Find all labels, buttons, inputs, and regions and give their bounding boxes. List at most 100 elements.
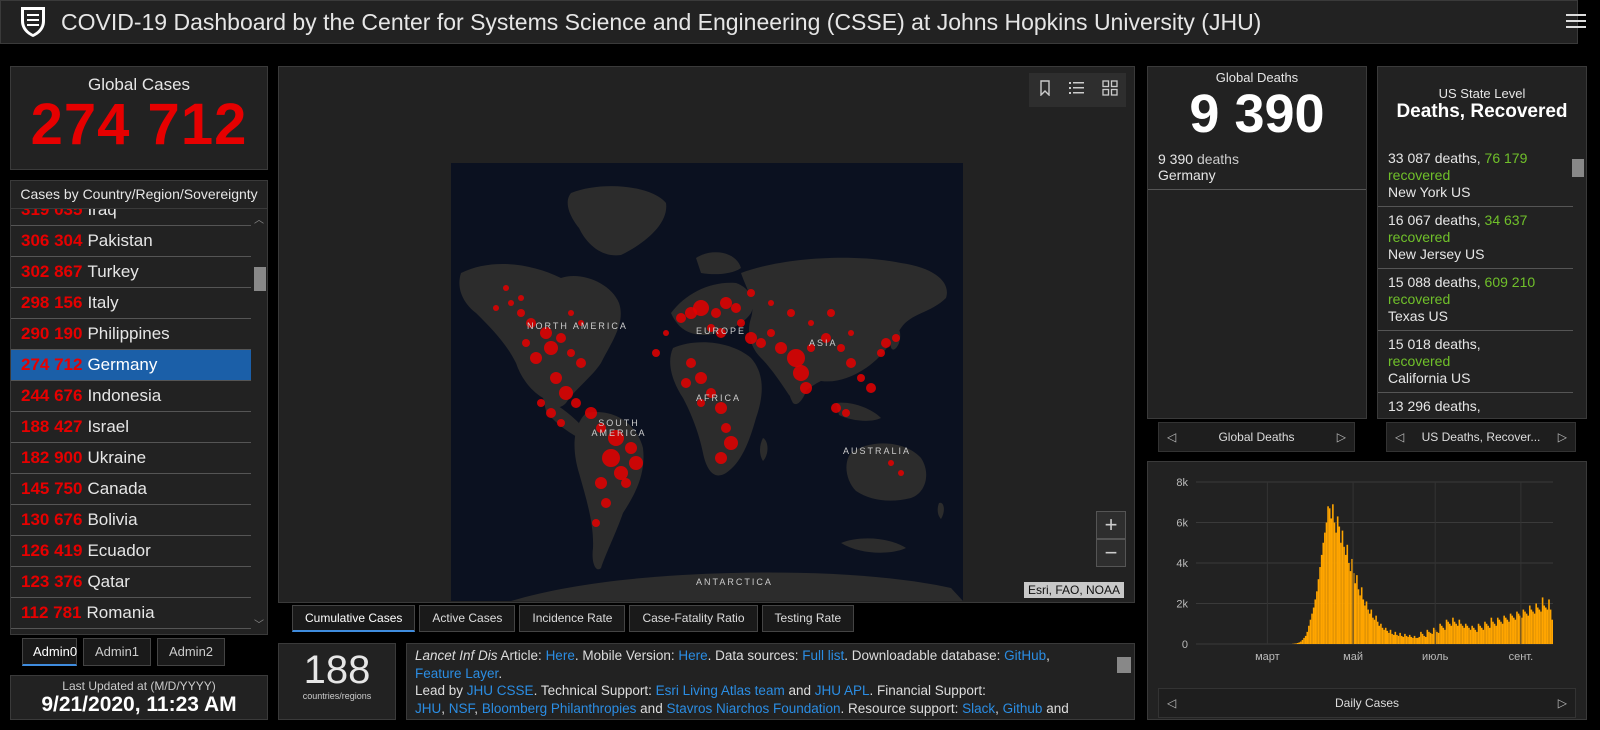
- case-marker[interactable]: [787, 309, 795, 317]
- jhu-csse-link[interactable]: JHU CSSE: [466, 683, 534, 698]
- case-marker[interactable]: [866, 383, 876, 393]
- case-marker[interactable]: [557, 419, 565, 427]
- country-row[interactable]: 145 750 Canada: [11, 474, 251, 505]
- case-marker[interactable]: [715, 452, 727, 464]
- case-marker[interactable]: [686, 358, 696, 368]
- jhu-link[interactable]: JHU: [415, 700, 442, 716]
- scrollbar-thumb[interactable]: [1117, 657, 1131, 673]
- case-marker[interactable]: [877, 349, 885, 357]
- bloomberg-link[interactable]: Bloomberg Philanthropies: [481, 700, 637, 716]
- case-marker[interactable]: [831, 403, 841, 413]
- basemap-gallery-icon[interactable]: [1101, 79, 1118, 101]
- case-marker[interactable]: [556, 333, 566, 343]
- us-state-list[interactable]: 33 087 deaths, 76 179 recovered New York U…: [1378, 145, 1573, 418]
- case-marker[interactable]: [745, 332, 757, 344]
- case-marker[interactable]: [681, 378, 691, 388]
- case-marker[interactable]: [493, 305, 499, 311]
- prev-arrow-icon[interactable]: ◁: [1395, 430, 1405, 444]
- prev-arrow-icon[interactable]: ◁: [1167, 696, 1177, 710]
- case-marker[interactable]: [559, 386, 573, 400]
- case-marker[interactable]: [716, 328, 726, 338]
- case-marker[interactable]: [568, 310, 574, 316]
- tab-testing-rate[interactable]: Testing Rate: [761, 605, 855, 632]
- case-marker[interactable]: [768, 300, 774, 306]
- us-state-row[interactable]: 16 067 deaths, 34 637 recovered New Jersey…: [1378, 207, 1573, 269]
- tab-admin2[interactable]: Admin2: [157, 638, 225, 666]
- case-marker[interactable]: [625, 442, 637, 454]
- tab-incidence-rate[interactable]: Incidence Rate: [519, 605, 626, 632]
- case-marker[interactable]: [652, 349, 660, 357]
- case-marker[interactable]: [775, 342, 787, 354]
- case-marker[interactable]: [707, 324, 715, 332]
- esri-living-atlas-link[interactable]: Esri Living Atlas team: [655, 683, 785, 698]
- info-scrollbar[interactable]: [1117, 647, 1131, 717]
- case-marker[interactable]: [898, 470, 904, 476]
- case-marker[interactable]: [614, 466, 628, 480]
- case-marker[interactable]: [608, 430, 624, 446]
- case-marker[interactable]: [629, 456, 643, 470]
- case-marker[interactable]: [747, 289, 755, 297]
- case-marker[interactable]: [846, 358, 856, 368]
- case-marker[interactable]: [546, 408, 556, 418]
- country-row[interactable]: 182 900 Ukraine: [11, 443, 251, 474]
- case-marker[interactable]: [857, 374, 865, 382]
- case-marker[interactable]: [596, 423, 606, 433]
- prev-arrow-icon[interactable]: ◁: [1167, 430, 1177, 444]
- legend-list-icon[interactable]: [1068, 81, 1085, 100]
- country-list[interactable]: 319 035 Iraq 306 304 Pakistan 302 867 Turkey 2…: [11, 195, 251, 629]
- case-marker[interactable]: [793, 365, 809, 381]
- next-arrow-icon[interactable]: ▷: [1557, 430, 1567, 444]
- case-marker[interactable]: [550, 372, 562, 384]
- country-row[interactable]: 290 190 Philippines: [11, 319, 251, 350]
- github-link[interactable]: GitHub: [1004, 648, 1047, 663]
- hamburger-menu-icon[interactable]: [1566, 11, 1586, 29]
- case-marker[interactable]: [526, 318, 536, 328]
- case-marker[interactable]: [544, 341, 558, 355]
- scroll-up-icon[interactable]: ︿: [254, 215, 264, 226]
- case-marker[interactable]: [567, 349, 575, 357]
- case-marker[interactable]: [724, 436, 738, 450]
- country-list-scrollbar[interactable]: ︿ ﹀: [253, 211, 266, 631]
- case-marker[interactable]: [721, 423, 731, 433]
- jhu-apl-link[interactable]: JHU APL: [814, 683, 870, 698]
- case-marker[interactable]: [800, 382, 812, 394]
- case-marker[interactable]: [737, 319, 745, 327]
- case-marker[interactable]: [827, 309, 835, 317]
- case-marker[interactable]: [517, 309, 525, 317]
- case-marker[interactable]: [888, 460, 894, 466]
- country-row[interactable]: 274 712 Germany: [11, 350, 251, 381]
- case-marker[interactable]: [518, 295, 524, 301]
- scrollbar-thumb[interactable]: [254, 267, 266, 291]
- slack-link[interactable]: Slack: [962, 700, 996, 716]
- us-state-scrollbar[interactable]: [1572, 147, 1584, 407]
- country-row[interactable]: 188 427 Israel: [11, 412, 251, 443]
- case-marker[interactable]: [842, 409, 850, 417]
- bookmark-icon[interactable]: [1038, 79, 1052, 101]
- case-marker[interactable]: [503, 285, 509, 291]
- us-state-row[interactable]: 15 018 deaths, recovered California US: [1378, 331, 1573, 393]
- case-marker[interactable]: [731, 303, 741, 313]
- us-state-row[interactable]: 33 087 deaths, 76 179 recovered New York U…: [1378, 145, 1573, 207]
- case-marker[interactable]: [601, 498, 611, 508]
- world-map-svg[interactable]: [451, 163, 963, 601]
- country-row[interactable]: 126 419 Ecuador: [11, 536, 251, 567]
- case-marker[interactable]: [695, 372, 707, 384]
- tab-active-cases[interactable]: Active Cases: [419, 605, 516, 632]
- us-state-row[interactable]: 13 296 deaths, recoveredFlorida US: [1378, 393, 1573, 418]
- case-marker[interactable]: [530, 352, 542, 364]
- case-marker[interactable]: [715, 402, 727, 414]
- feature-layer-link[interactable]: Feature Layer: [415, 665, 499, 681]
- case-marker[interactable]: [537, 399, 545, 407]
- country-row[interactable]: 130 676 Bolivia: [11, 505, 251, 536]
- github-support-link[interactable]: Github: [1002, 700, 1043, 716]
- nsf-link[interactable]: NSF: [448, 700, 475, 716]
- full-list-link[interactable]: Full list: [802, 648, 845, 663]
- country-row[interactable]: 244 676 Indonesia: [11, 381, 251, 412]
- case-marker[interactable]: [585, 407, 597, 419]
- case-marker[interactable]: [595, 477, 607, 489]
- case-marker[interactable]: [576, 358, 586, 368]
- case-marker[interactable]: [848, 330, 854, 336]
- case-marker[interactable]: [602, 449, 620, 467]
- case-marker[interactable]: [578, 320, 584, 326]
- zoom-in-button[interactable]: +: [1096, 511, 1126, 539]
